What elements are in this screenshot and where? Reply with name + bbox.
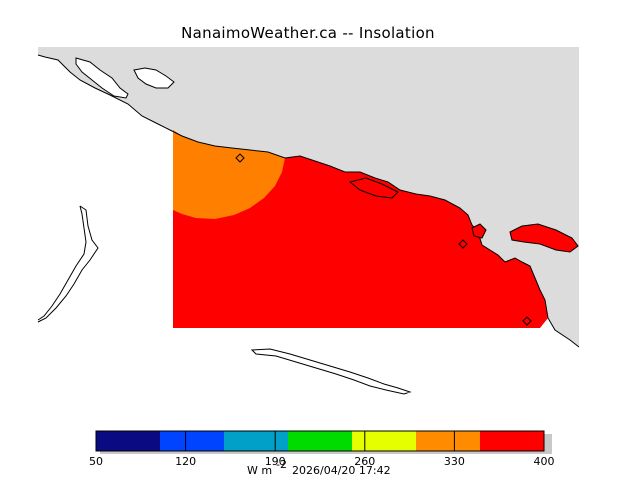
island-west-inner: [37, 205, 87, 321]
field-orange: [173, 130, 285, 219]
colorbar-bin-0: [96, 431, 160, 451]
colorbar-tick-label-5: 400: [534, 455, 555, 468]
colorbar-bin-6: [480, 431, 544, 451]
island-south: [250, 348, 412, 395]
colorbar-tick-label-4: 330: [444, 455, 465, 468]
colorbar-bin-3: [288, 431, 352, 451]
island-north-2: [133, 67, 175, 89]
station-marker-south: [522, 316, 532, 326]
station-marker-nanaimo: [235, 153, 245, 163]
coastline: [37, 54, 580, 348]
colorbar-bin-2: [224, 431, 288, 451]
timestamp-label: 2026/04/20 17:42: [292, 464, 391, 477]
units-label: W m: [247, 464, 272, 477]
colorbar-tick-label-0: 50: [89, 455, 103, 468]
colorbar-tick-label-1: 120: [175, 455, 196, 468]
island-east-small: [471, 223, 487, 239]
colorbar-tick-label-2: 190: [265, 455, 286, 468]
colorbar-bin-5: [416, 431, 480, 451]
colorbar-bin-1: [160, 431, 224, 451]
map-title: NanaimoWeather.ca -- Insolation: [181, 24, 435, 42]
colorbar-legend: 50 120 190 260 330 400: [89, 430, 555, 468]
station-marker-east: [458, 239, 468, 249]
island-north: [75, 57, 129, 99]
units-exponent: -2: [276, 458, 287, 471]
island-east: [509, 223, 579, 253]
island-inner: [348, 177, 399, 199]
mainland: [38, 47, 579, 347]
island-west: [37, 205, 99, 323]
colorbar-bin-4: [352, 431, 416, 451]
colorbar-tick-label-3: 260: [354, 455, 375, 468]
